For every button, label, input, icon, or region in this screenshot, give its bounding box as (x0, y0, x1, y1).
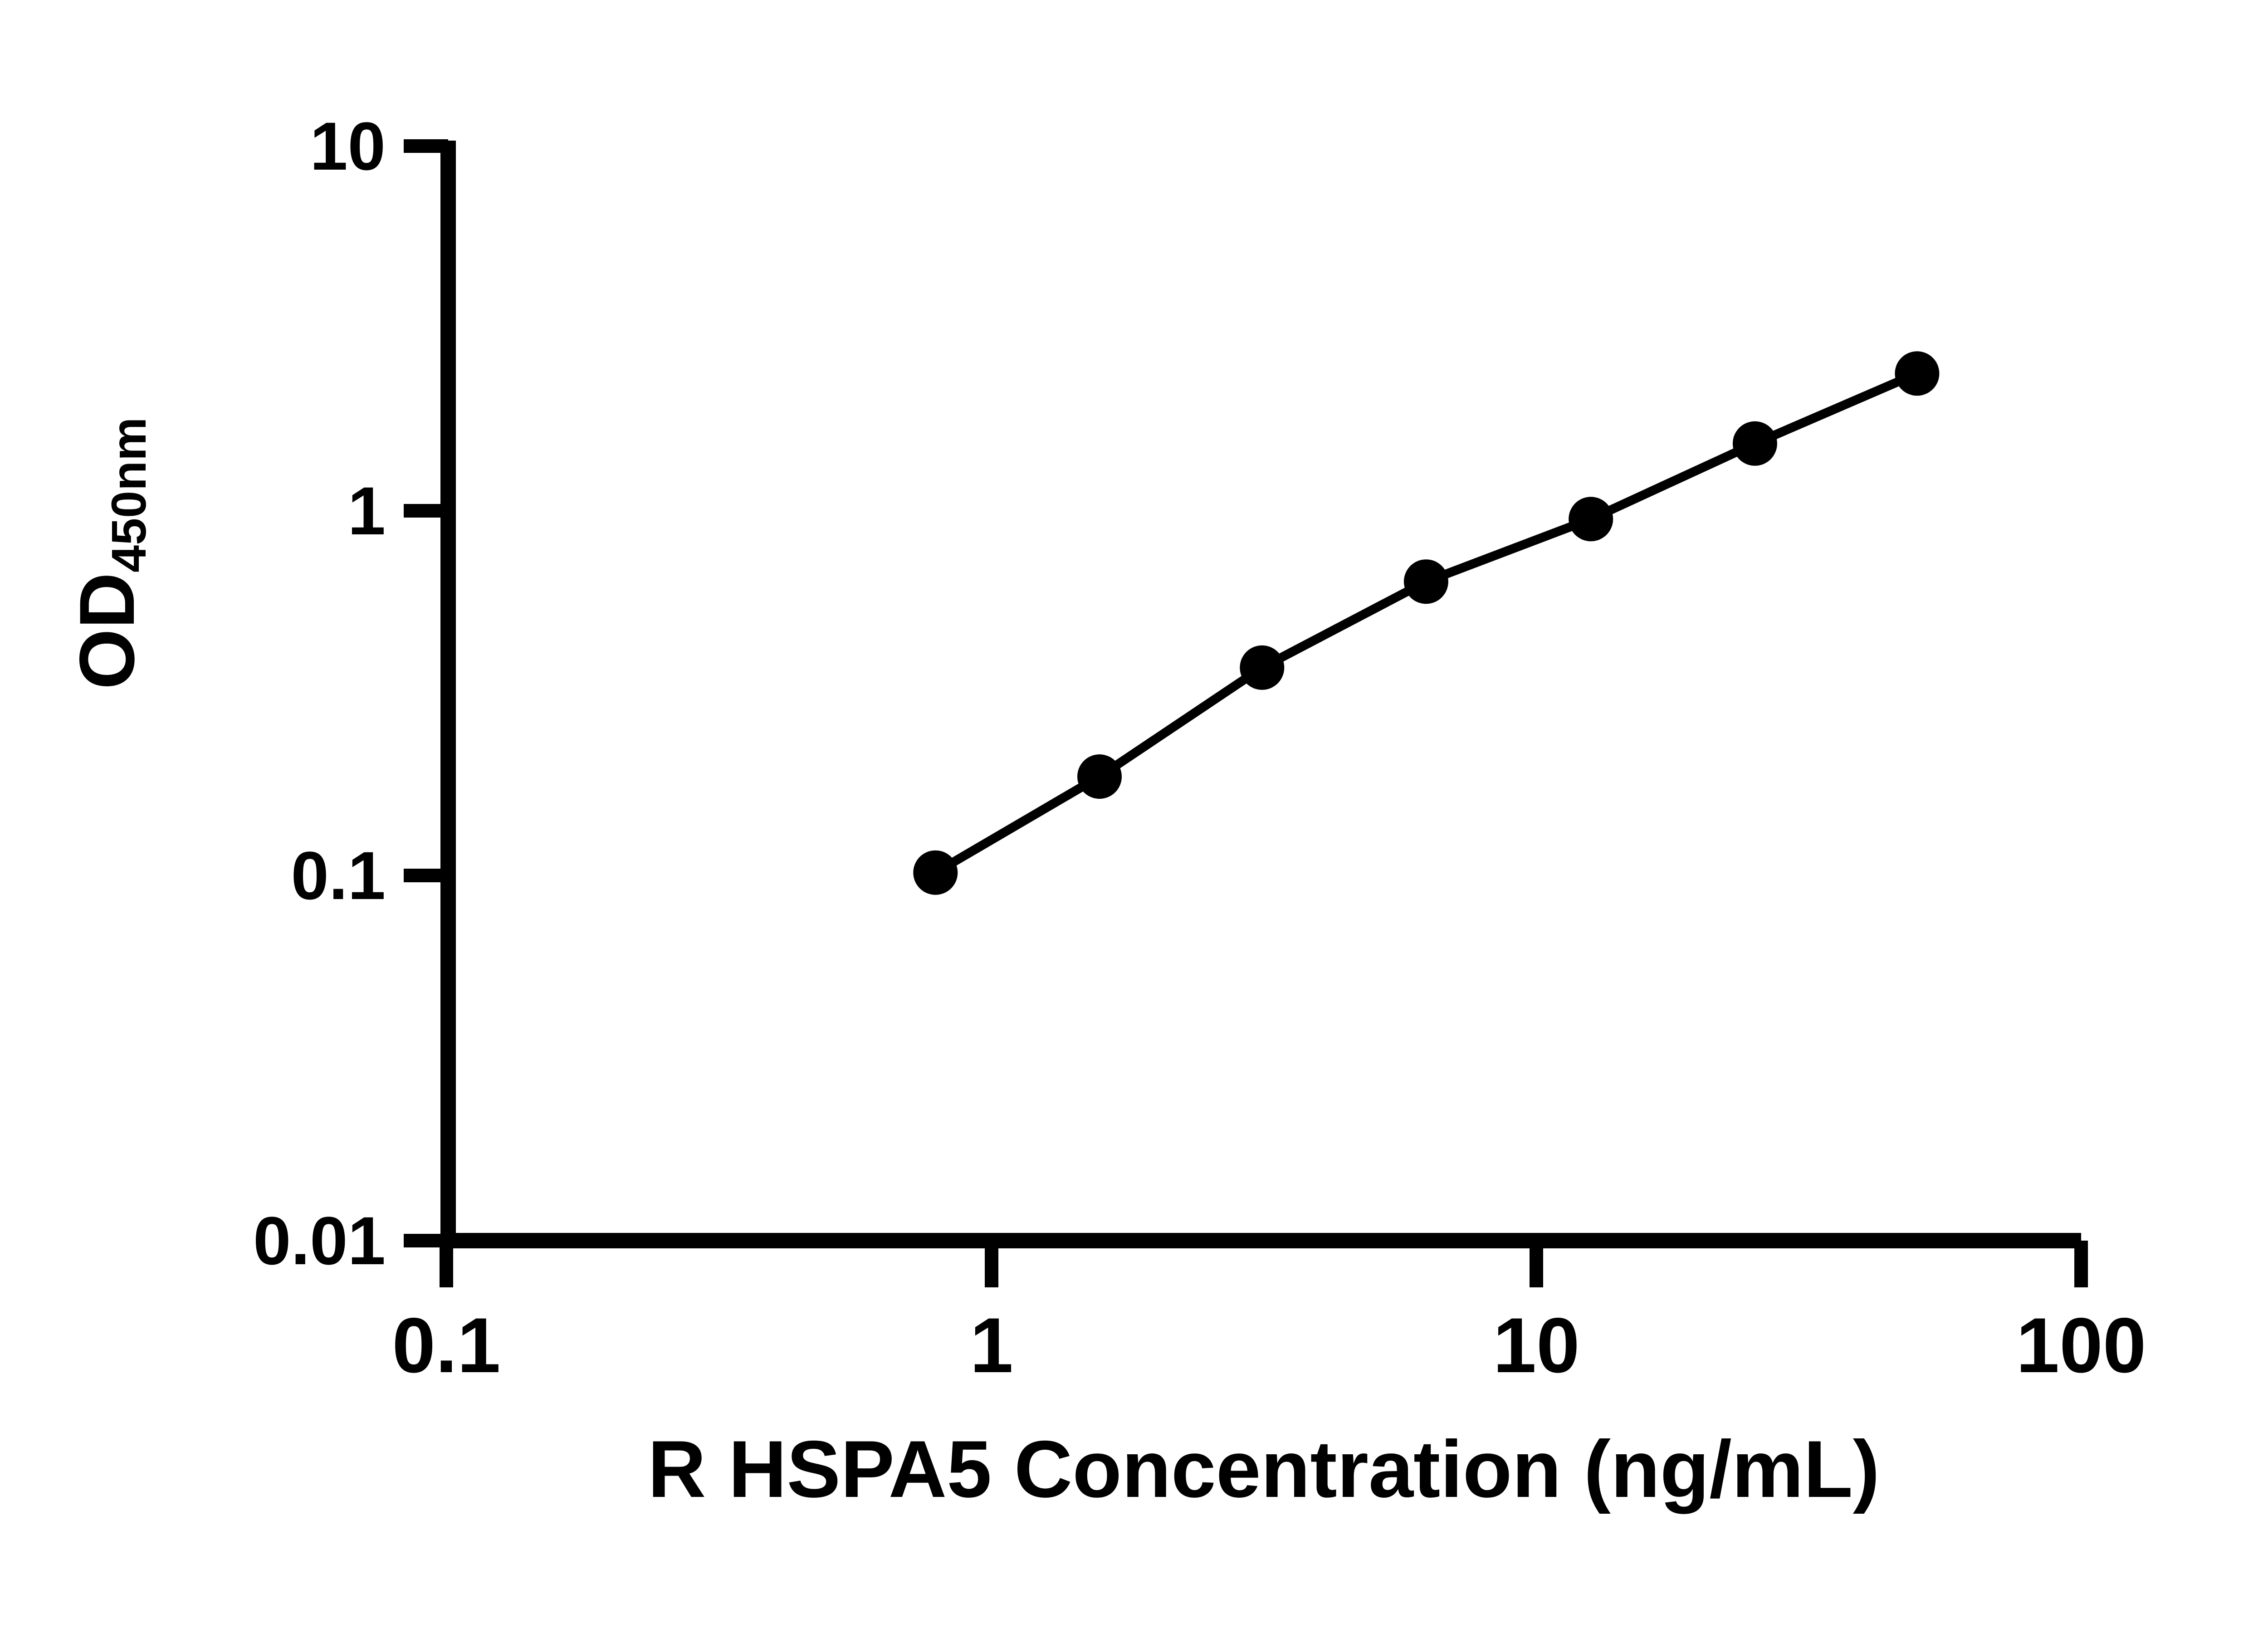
data-point-1 (913, 850, 958, 895)
y-axis-title-subscript: 450nm (101, 417, 156, 572)
x-tick-label-100: 100 (2016, 1302, 2146, 1389)
x-tick-label-10: 10 (1493, 1302, 1580, 1389)
data-point-5 (1569, 497, 1613, 542)
data-point-4 (1403, 559, 1448, 604)
y-axis-title-base: OD (64, 572, 151, 689)
x-tick-label-0-1: 0.1 (392, 1302, 501, 1389)
y-tick-label-0-01: 0.01 (253, 1203, 386, 1279)
data-point-3 (1240, 645, 1285, 690)
y-tick-label-0-1: 0.1 (291, 837, 386, 914)
data-point-6 (1732, 421, 1777, 466)
y-tick-label-10: 10 (310, 108, 386, 184)
series-markers (913, 351, 1940, 895)
y-tick-label-1: 1 (347, 473, 386, 549)
x-axis-ticks (440, 1241, 2088, 1287)
y-axis-title: OD450nm (64, 417, 156, 689)
x-tick-label-1: 1 (970, 1302, 1013, 1389)
data-point-2 (1077, 754, 1122, 799)
x-axis-title: R HSPA5 Concentration (ng/mL) (647, 1424, 1880, 1514)
data-point-7 (1895, 351, 1940, 396)
